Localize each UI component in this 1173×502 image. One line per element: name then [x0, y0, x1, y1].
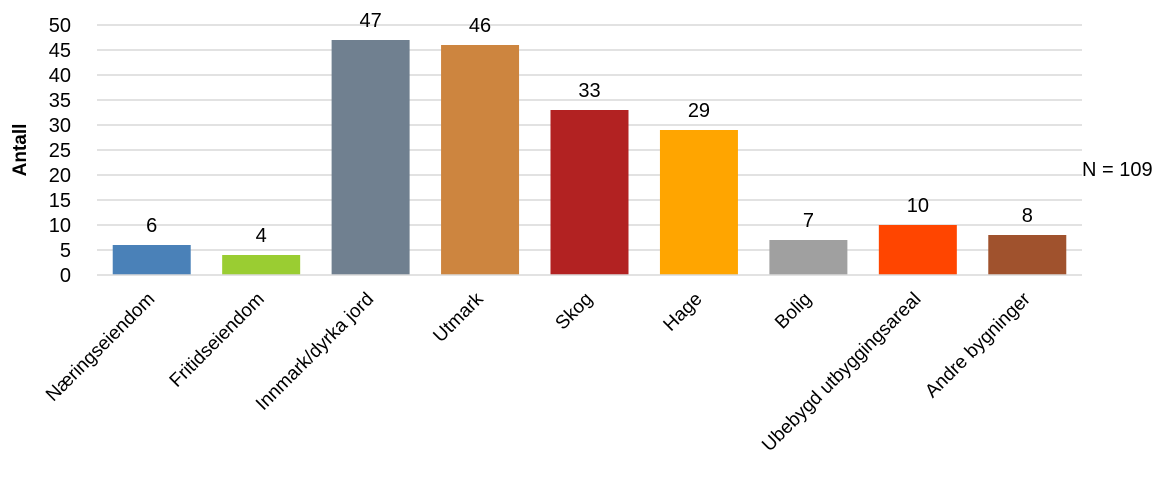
sample-size-annotation: N = 109 — [1082, 159, 1153, 181]
bars — [112, 40, 1067, 275]
bar — [878, 225, 957, 275]
data-label: 6 — [146, 215, 157, 237]
data-label: 46 — [469, 15, 491, 37]
y-tick-label: 30 — [49, 115, 71, 137]
y-tick-label: 40 — [49, 65, 71, 87]
y-tick-label: 20 — [49, 165, 71, 187]
x-category-label: Hage — [660, 289, 707, 336]
y-tick-label: 50 — [49, 15, 71, 37]
bar — [550, 110, 629, 275]
x-category-label: Innmark/dyrka jord — [252, 289, 378, 415]
data-label: 29 — [688, 100, 710, 122]
x-category-label: Næringseiendom — [42, 289, 159, 406]
y-axis-ticks: 0 5 10 15 20 25 30 35 40 45 50 — [49, 15, 71, 287]
x-axis-category-labels: Næringseiendom FritidseiendomInnmark/dyrk… — [42, 288, 1035, 456]
data-label: 4 — [256, 225, 267, 247]
bar — [112, 245, 191, 275]
bar — [441, 45, 520, 275]
y-tick-label: 45 — [49, 40, 71, 62]
x-category-label: Fritidseiendom — [166, 289, 269, 392]
y-tick-label: 5 — [60, 240, 71, 262]
y-tick-label: 25 — [49, 140, 71, 162]
data-label: 8 — [1022, 205, 1033, 227]
x-category-label: Skog — [552, 289, 597, 334]
data-label: 33 — [578, 80, 600, 102]
x-category-label: Andre bygninger — [921, 288, 1035, 402]
bar — [659, 130, 738, 275]
bar — [222, 255, 301, 275]
y-tick-label: 10 — [49, 215, 71, 237]
bar — [988, 235, 1067, 275]
data-label: 47 — [359, 10, 381, 32]
data-label: 10 — [907, 195, 929, 217]
x-category-label: Bolig — [771, 289, 816, 334]
bar — [769, 240, 848, 275]
x-category-label: Utmark — [429, 288, 487, 346]
y-axis-title: Antall — [10, 124, 31, 177]
data-labels: 6 4 47 46 33 29 7 10 8 — [146, 10, 1033, 247]
y-tick-label: 0 — [60, 265, 71, 287]
data-label: 7 — [803, 210, 814, 232]
y-tick-label: 15 — [49, 190, 71, 212]
y-tick-label: 35 — [49, 90, 71, 112]
bar — [331, 40, 410, 275]
